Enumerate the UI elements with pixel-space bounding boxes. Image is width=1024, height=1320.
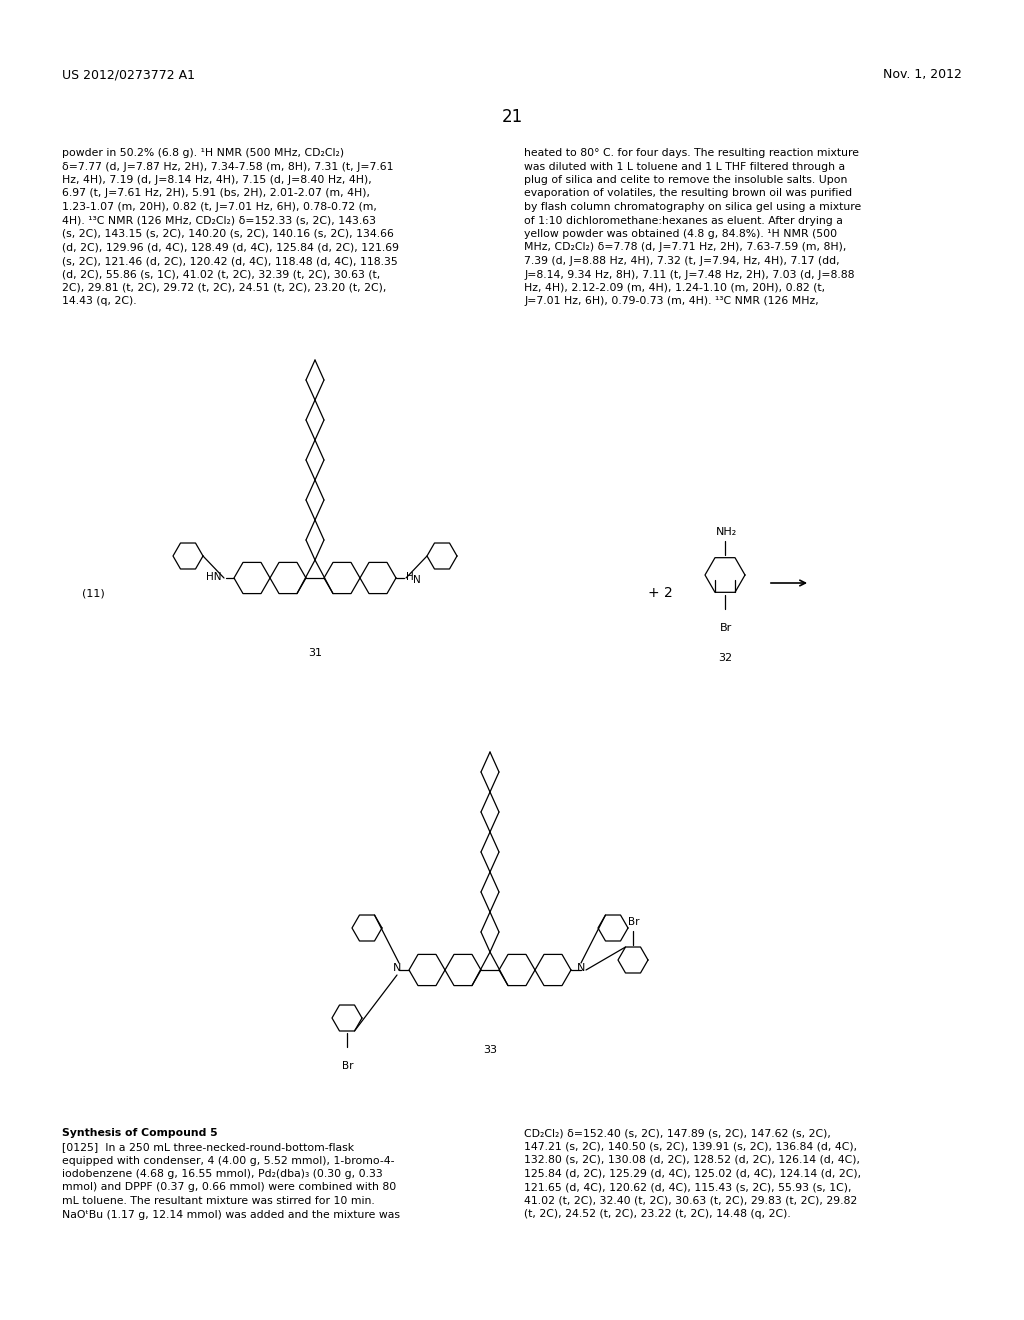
- Text: iodobenzene (4.68 g, 16.55 mmol), Pd₂(dba)₃ (0.30 g, 0.33: iodobenzene (4.68 g, 16.55 mmol), Pd₂(db…: [62, 1170, 383, 1179]
- Text: 41.02 (t, 2C), 32.40 (t, 2C), 30.63 (t, 2C), 29.83 (t, 2C), 29.82: 41.02 (t, 2C), 32.40 (t, 2C), 30.63 (t, …: [524, 1196, 857, 1205]
- Text: 125.84 (d, 2C), 125.29 (d, 4C), 125.02 (d, 4C), 124.14 (d, 2C),: 125.84 (d, 2C), 125.29 (d, 4C), 125.02 (…: [524, 1168, 861, 1179]
- Text: MHz, CD₂Cl₂) δ=7.78 (d, J=7.71 Hz, 2H), 7.63-7.59 (m, 8H),: MHz, CD₂Cl₂) δ=7.78 (d, J=7.71 Hz, 2H), …: [524, 243, 847, 252]
- Text: 1.23-1.07 (m, 20H), 0.82 (t, J=7.01 Hz, 6H), 0.78-0.72 (m,: 1.23-1.07 (m, 20H), 0.82 (t, J=7.01 Hz, …: [62, 202, 377, 213]
- Text: Hz, 4H), 2.12-2.09 (m, 4H), 1.24-1.10 (m, 20H), 0.82 (t,: Hz, 4H), 2.12-2.09 (m, 4H), 1.24-1.10 (m…: [524, 282, 825, 293]
- Text: yellow powder was obtained (4.8 g, 84.8%). ¹H NMR (500: yellow powder was obtained (4.8 g, 84.8%…: [524, 228, 838, 239]
- Text: 32: 32: [718, 653, 732, 663]
- Text: US 2012/0273772 A1: US 2012/0273772 A1: [62, 69, 195, 81]
- Text: heated to 80° C. for four days. The resulting reaction mixture: heated to 80° C. for four days. The resu…: [524, 148, 859, 158]
- Text: Nov. 1, 2012: Nov. 1, 2012: [883, 69, 962, 81]
- Text: powder in 50.2% (6.8 g). ¹H NMR (500 MHz, CD₂Cl₂): powder in 50.2% (6.8 g). ¹H NMR (500 MHz…: [62, 148, 344, 158]
- Text: plug of silica and celite to remove the insoluble salts. Upon: plug of silica and celite to remove the …: [524, 176, 848, 185]
- Text: Br: Br: [628, 917, 640, 927]
- Text: HN: HN: [206, 572, 221, 582]
- Text: NaOᵗBu (1.17 g, 12.14 mmol) was added and the mixture was: NaOᵗBu (1.17 g, 12.14 mmol) was added an…: [62, 1209, 400, 1220]
- Text: 33: 33: [483, 1045, 497, 1055]
- Text: N: N: [393, 964, 401, 973]
- Text: J=7.01 Hz, 6H), 0.79-0.73 (m, 4H). ¹³C NMR (126 MHz,: J=7.01 Hz, 6H), 0.79-0.73 (m, 4H). ¹³C N…: [524, 297, 819, 306]
- Text: was diluted with 1 L toluene and 1 L THF filtered through a: was diluted with 1 L toluene and 1 L THF…: [524, 161, 845, 172]
- Text: Hz, 4H), 7.19 (d, J=8.14 Hz, 4H), 7.15 (d, J=8.40 Hz, 4H),: Hz, 4H), 7.19 (d, J=8.14 Hz, 4H), 7.15 (…: [62, 176, 372, 185]
- Text: 21: 21: [502, 108, 522, 125]
- Text: 2C), 29.81 (t, 2C), 29.72 (t, 2C), 24.51 (t, 2C), 23.20 (t, 2C),: 2C), 29.81 (t, 2C), 29.72 (t, 2C), 24.51…: [62, 282, 386, 293]
- Text: + 2: + 2: [648, 586, 673, 601]
- Text: 132.80 (s, 2C), 130.08 (d, 2C), 128.52 (d, 2C), 126.14 (d, 4C),: 132.80 (s, 2C), 130.08 (d, 2C), 128.52 (…: [524, 1155, 860, 1166]
- Text: CD₂Cl₂) δ=152.40 (s, 2C), 147.89 (s, 2C), 147.62 (s, 2C),: CD₂Cl₂) δ=152.40 (s, 2C), 147.89 (s, 2C)…: [524, 1129, 830, 1138]
- Text: by flash column chromatography on silica gel using a mixture: by flash column chromatography on silica…: [524, 202, 861, 213]
- Text: 31: 31: [308, 648, 322, 657]
- Text: 147.21 (s, 2C), 140.50 (s, 2C), 139.91 (s, 2C), 136.84 (d, 4C),: 147.21 (s, 2C), 140.50 (s, 2C), 139.91 (…: [524, 1142, 857, 1151]
- Text: (11): (11): [82, 587, 104, 598]
- Text: (s, 2C), 121.46 (d, 2C), 120.42 (d, 4C), 118.48 (d, 4C), 118.35: (s, 2C), 121.46 (d, 2C), 120.42 (d, 4C),…: [62, 256, 397, 267]
- Text: 4H). ¹³C NMR (126 MHz, CD₂Cl₂) δ=152.33 (s, 2C), 143.63: 4H). ¹³C NMR (126 MHz, CD₂Cl₂) δ=152.33 …: [62, 215, 376, 226]
- Text: N: N: [413, 576, 421, 585]
- Text: NH₂: NH₂: [716, 527, 737, 537]
- Text: of 1:10 dichloromethane:hexanes as eluent. After drying a: of 1:10 dichloromethane:hexanes as eluen…: [524, 215, 843, 226]
- Text: H: H: [406, 572, 414, 582]
- Text: [0125]  In a 250 mL three-necked-round-bottom-flask: [0125] In a 250 mL three-necked-round-bo…: [62, 1142, 354, 1152]
- Text: 121.65 (d, 4C), 120.62 (d, 4C), 115.43 (s, 2C), 55.93 (s, 1C),: 121.65 (d, 4C), 120.62 (d, 4C), 115.43 (…: [524, 1181, 852, 1192]
- Text: equipped with condenser, 4 (4.00 g, 5.52 mmol), 1-bromo-4-: equipped with condenser, 4 (4.00 g, 5.52…: [62, 1155, 394, 1166]
- Text: 7.39 (d, J=8.88 Hz, 4H), 7.32 (t, J=7.94, Hz, 4H), 7.17 (dd,: 7.39 (d, J=8.88 Hz, 4H), 7.32 (t, J=7.94…: [524, 256, 840, 267]
- Text: (d, 2C), 129.96 (d, 4C), 128.49 (d, 4C), 125.84 (d, 2C), 121.69: (d, 2C), 129.96 (d, 4C), 128.49 (d, 4C),…: [62, 243, 399, 252]
- Text: 6.97 (t, J=7.61 Hz, 2H), 5.91 (bs, 2H), 2.01-2.07 (m, 4H),: 6.97 (t, J=7.61 Hz, 2H), 5.91 (bs, 2H), …: [62, 189, 370, 198]
- Text: 14.43 (q, 2C).: 14.43 (q, 2C).: [62, 297, 136, 306]
- Text: mL toluene. The resultant mixture was stirred for 10 min.: mL toluene. The resultant mixture was st…: [62, 1196, 375, 1206]
- Text: Br: Br: [720, 623, 732, 634]
- Text: evaporation of volatiles, the resulting brown oil was purified: evaporation of volatiles, the resulting …: [524, 189, 852, 198]
- Text: Br: Br: [342, 1061, 353, 1071]
- Text: Synthesis of Compound 5: Synthesis of Compound 5: [62, 1129, 218, 1138]
- Text: mmol) and DPPF (0.37 g, 0.66 mmol) were combined with 80: mmol) and DPPF (0.37 g, 0.66 mmol) were …: [62, 1183, 396, 1192]
- Text: N: N: [577, 964, 586, 973]
- Text: (d, 2C), 55.86 (s, 1C), 41.02 (t, 2C), 32.39 (t, 2C), 30.63 (t,: (d, 2C), 55.86 (s, 1C), 41.02 (t, 2C), 3…: [62, 269, 380, 280]
- Text: (s, 2C), 143.15 (s, 2C), 140.20 (s, 2C), 140.16 (s, 2C), 134.66: (s, 2C), 143.15 (s, 2C), 140.20 (s, 2C),…: [62, 228, 394, 239]
- Text: δ=7.77 (d, J=7.87 Hz, 2H), 7.34-7.58 (m, 8H), 7.31 (t, J=7.61: δ=7.77 (d, J=7.87 Hz, 2H), 7.34-7.58 (m,…: [62, 161, 393, 172]
- Text: J=8.14, 9.34 Hz, 8H), 7.11 (t, J=7.48 Hz, 2H), 7.03 (d, J=8.88: J=8.14, 9.34 Hz, 8H), 7.11 (t, J=7.48 Hz…: [524, 269, 854, 280]
- Text: (t, 2C), 24.52 (t, 2C), 23.22 (t, 2C), 14.48 (q, 2C).: (t, 2C), 24.52 (t, 2C), 23.22 (t, 2C), 1…: [524, 1209, 791, 1218]
